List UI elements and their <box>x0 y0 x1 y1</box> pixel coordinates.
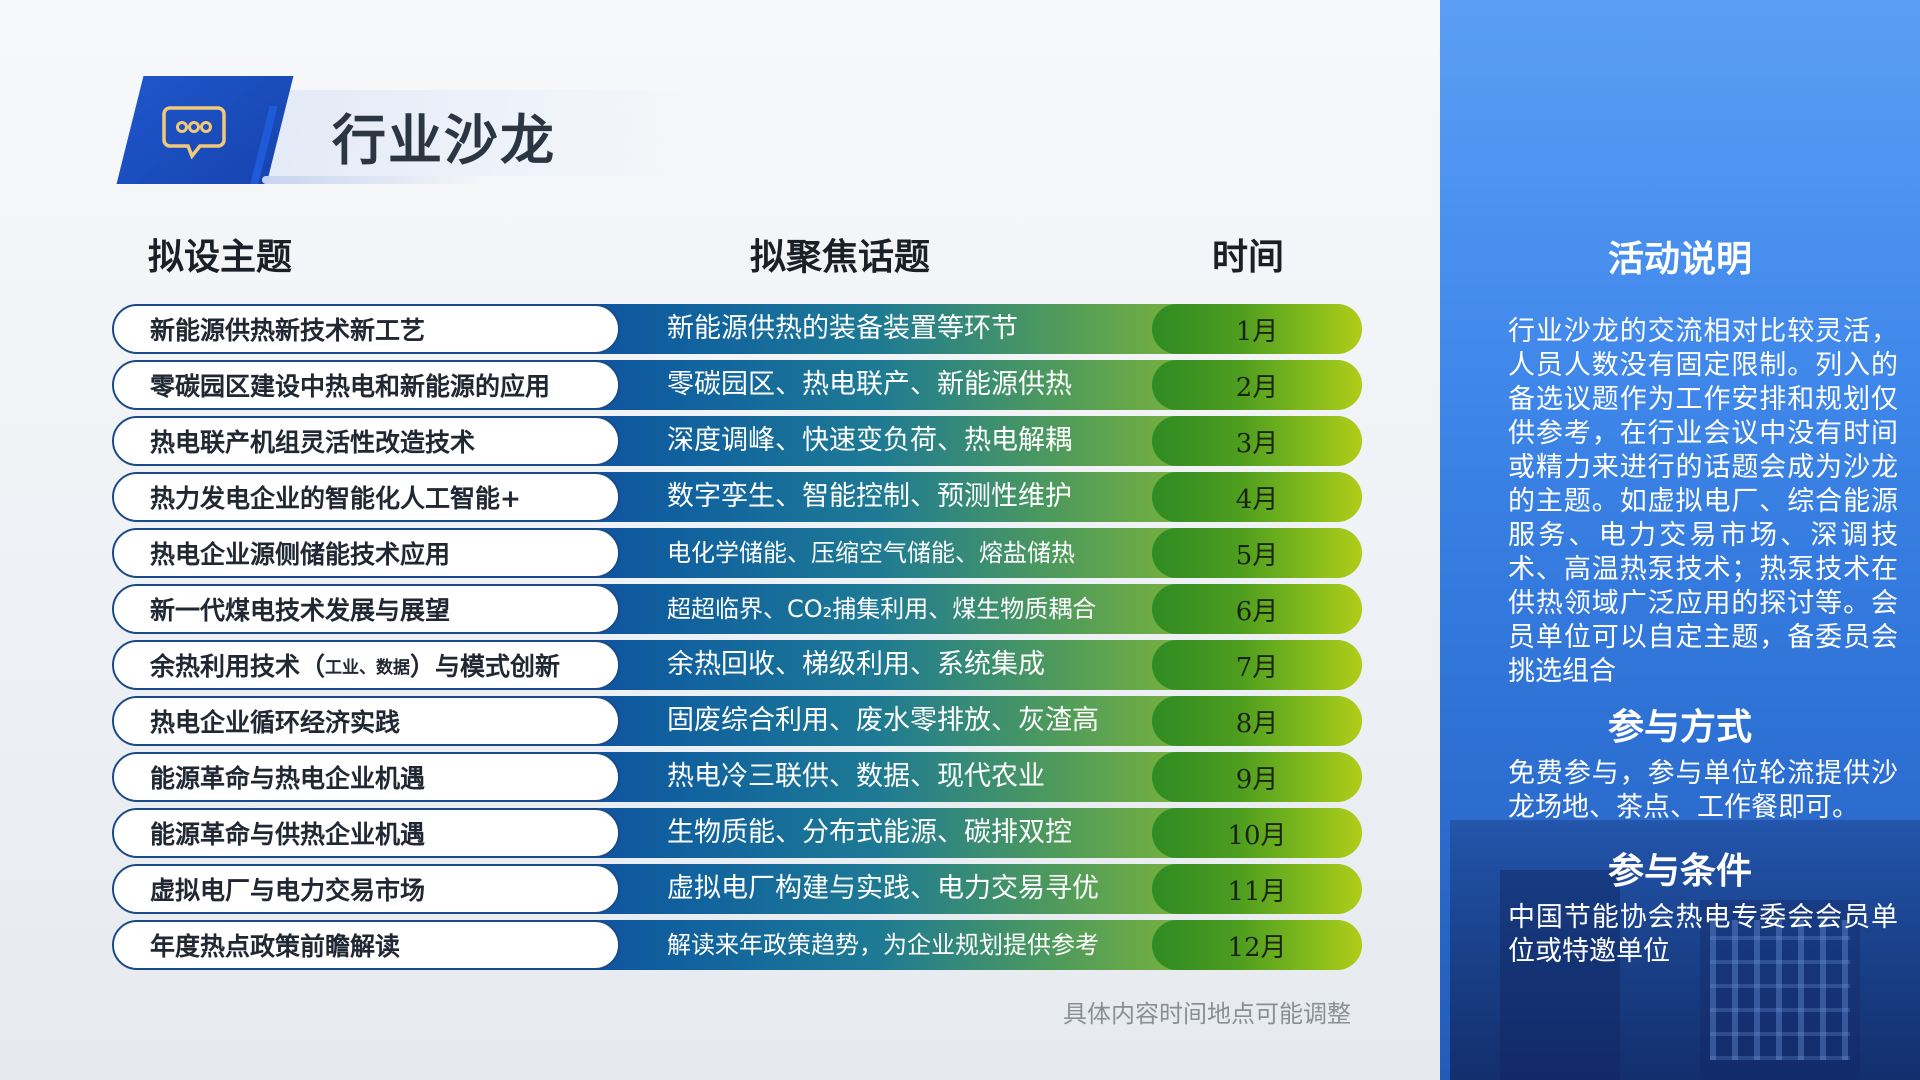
month-label: 8月 <box>1235 708 1279 739</box>
focus-text: 余热回收、梯级利用、系统集成 <box>667 649 1045 680</box>
topic-pill: 余热利用技术（ 工业、数据 ）与模式创新 <box>112 640 620 690</box>
table-row: 2月 零碳园区建设中热电和新能源的应用 零碳园区、热电联产、新能源供热 <box>112 360 1362 410</box>
topic-pill: 零碳园区建设中热电和新能源的应用 <box>112 360 620 410</box>
banner-underline <box>262 176 482 184</box>
chat-bubble-icon <box>162 106 226 160</box>
building-windows <box>1710 920 1850 1060</box>
table-row: 1月 新能源供热新技术新工艺 新能源供热的装备装置等环节 <box>112 304 1362 354</box>
month-pill: 3月 <box>1152 416 1362 466</box>
month-label: 6月 <box>1235 596 1279 627</box>
month-pill: 6月 <box>1152 584 1362 634</box>
focus-text: 深度调峰、快速变负荷、热电解耦 <box>667 425 1072 456</box>
topic-pill: 新一代煤电技术发展与展望 <box>112 584 620 634</box>
condition-text: 中国节能协会热电专委会会员单位或特邀单位 <box>1508 902 1898 967</box>
topic-pill: 热力发电企业的智能化人工智能+ <box>112 472 620 522</box>
topic-pill: 年度热点政策前瞻解读 <box>112 920 620 970</box>
footnote: 具体内容时间地点可能调整 <box>1063 1000 1351 1028</box>
month-pill: 11月 <box>1152 864 1362 914</box>
table-row: 11月 虚拟电厂与电力交易市场 虚拟电厂构建与实践、电力交易寻优 <box>112 864 1362 914</box>
focus-text: 固废综合利用、废水零排放、灰渣高 <box>667 705 1099 736</box>
topic-pill: 虚拟电厂与电力交易市场 <box>112 864 620 914</box>
month-pill: 5月 <box>1152 528 1362 578</box>
topic-pill: 能源革命与热电企业机遇 <box>112 752 620 802</box>
activity-text: 行业沙龙的交流相对比较灵活，人员人数没有固定限制。列入的备选议题作为工作安排和规… <box>1508 316 1898 687</box>
month-label: 9月 <box>1235 764 1279 795</box>
focus-text: 数字孪生、智能控制、预测性维护 <box>667 481 1072 512</box>
focus-text: 生物质能、分布式能源、碳排双控 <box>667 817 1072 848</box>
month-pill: 2月 <box>1152 360 1362 410</box>
focus-text: 超超临界、CO₂捕集利用、煤生物质耦合 <box>667 595 1097 623</box>
focus-text: 解读来年政策趋势，为企业规划提供参考 <box>667 931 1099 959</box>
focus-text: 新能源供热的装备装置等环节 <box>667 313 1018 344</box>
title-banner: 行业沙龙 <box>112 76 712 186</box>
table-row: 9月 能源革命与热电企业机遇 热电冷三联供、数据、现代农业 <box>112 752 1362 802</box>
join-heading: 参与方式 <box>1607 707 1752 748</box>
month-label: 11月 <box>1227 876 1287 907</box>
month-label: 7月 <box>1235 652 1279 683</box>
building-backdrop <box>1700 900 1860 1080</box>
month-label: 5月 <box>1235 540 1279 571</box>
page-title: 行业沙龙 <box>332 109 556 172</box>
table-row: 12月 年度热点政策前瞻解读 解读来年政策趋势，为企业规划提供参考 <box>112 920 1362 970</box>
info-panel: 活动说明 行业沙龙的交流相对比较灵活，人员人数没有固定限制。列入的备选议题作为工… <box>1440 0 1920 1080</box>
topic-text-pre: 余热利用技术（ <box>150 652 326 681</box>
table-row: 5月 热电企业源侧储能技术应用 电化学储能、压缩空气储能、熔盐储热 <box>112 528 1362 578</box>
topic-text-post: ）与模式创新 <box>410 652 561 681</box>
focus-text: 电化学储能、压缩空气储能、熔盐储热 <box>667 539 1075 567</box>
month-pill: 9月 <box>1152 752 1362 802</box>
condition-heading: 参与条件 <box>1607 851 1752 892</box>
topic-pill: 能源革命与供热企业机遇 <box>112 808 620 858</box>
table-row: 8月 热电企业循环经济实践 固废综合利用、废水零排放、灰渣高 <box>112 696 1362 746</box>
month-pill: 12月 <box>1152 920 1362 970</box>
topic-pill: 热电联产机组灵活性改造技术 <box>112 416 620 466</box>
topic-pill: 热电企业源侧储能技术应用 <box>112 528 620 578</box>
focus-text: 虚拟电厂构建与实践、电力交易寻优 <box>667 873 1099 904</box>
column-header-topic: 拟设主题 <box>148 237 293 278</box>
month-label: 12月 <box>1227 932 1287 963</box>
month-pill: 7月 <box>1152 640 1362 690</box>
table-row: 3月 热电联产机组灵活性改造技术 深度调峰、快速变负荷、热电解耦 <box>112 416 1362 466</box>
topic-text-small: 工业、数据 <box>325 657 411 678</box>
month-label: 3月 <box>1235 428 1279 459</box>
month-label: 4月 <box>1235 484 1279 515</box>
month-pill: 1月 <box>1152 304 1362 354</box>
month-pill: 8月 <box>1152 696 1362 746</box>
month-label: 10月 <box>1227 820 1287 851</box>
topic-pill: 热电企业循环经济实践 <box>112 696 620 746</box>
month-pill: 10月 <box>1152 808 1362 858</box>
join-text: 免费参与，参与单位轮流提供沙龙场地、茶点、工作餐即可。 <box>1508 758 1898 823</box>
building-backdrop <box>1500 870 1620 1080</box>
table-row: 7月 余热利用技术（ 工业、数据 ）与模式创新 余热回收、梯级利用、系统集成 <box>112 640 1362 690</box>
focus-text: 零碳园区、热电联产、新能源供热 <box>667 369 1072 400</box>
focus-text: 热电冷三联供、数据、现代农业 <box>667 761 1045 792</box>
column-header-focus: 拟聚焦话题 <box>750 237 931 278</box>
table-row: 10月 能源革命与供热企业机遇 生物质能、分布式能源、碳排双控 <box>112 808 1362 858</box>
month-label: 2月 <box>1235 372 1279 403</box>
building-backdrop <box>1450 820 1920 1080</box>
table-row: 4月 热力发电企业的智能化人工智能+ 数字孪生、智能控制、预测性维护 <box>112 472 1362 522</box>
month-label: 1月 <box>1235 316 1279 347</box>
month-pill: 4月 <box>1152 472 1362 522</box>
activity-heading: 活动说明 <box>1607 239 1752 280</box>
table-row: 6月 新一代煤电技术发展与展望 超超临界、CO₂捕集利用、煤生物质耦合 <box>112 584 1362 634</box>
topic-pill: 新能源供热新技术新工艺 <box>112 304 620 354</box>
column-header-time: 时间 <box>1212 237 1285 278</box>
